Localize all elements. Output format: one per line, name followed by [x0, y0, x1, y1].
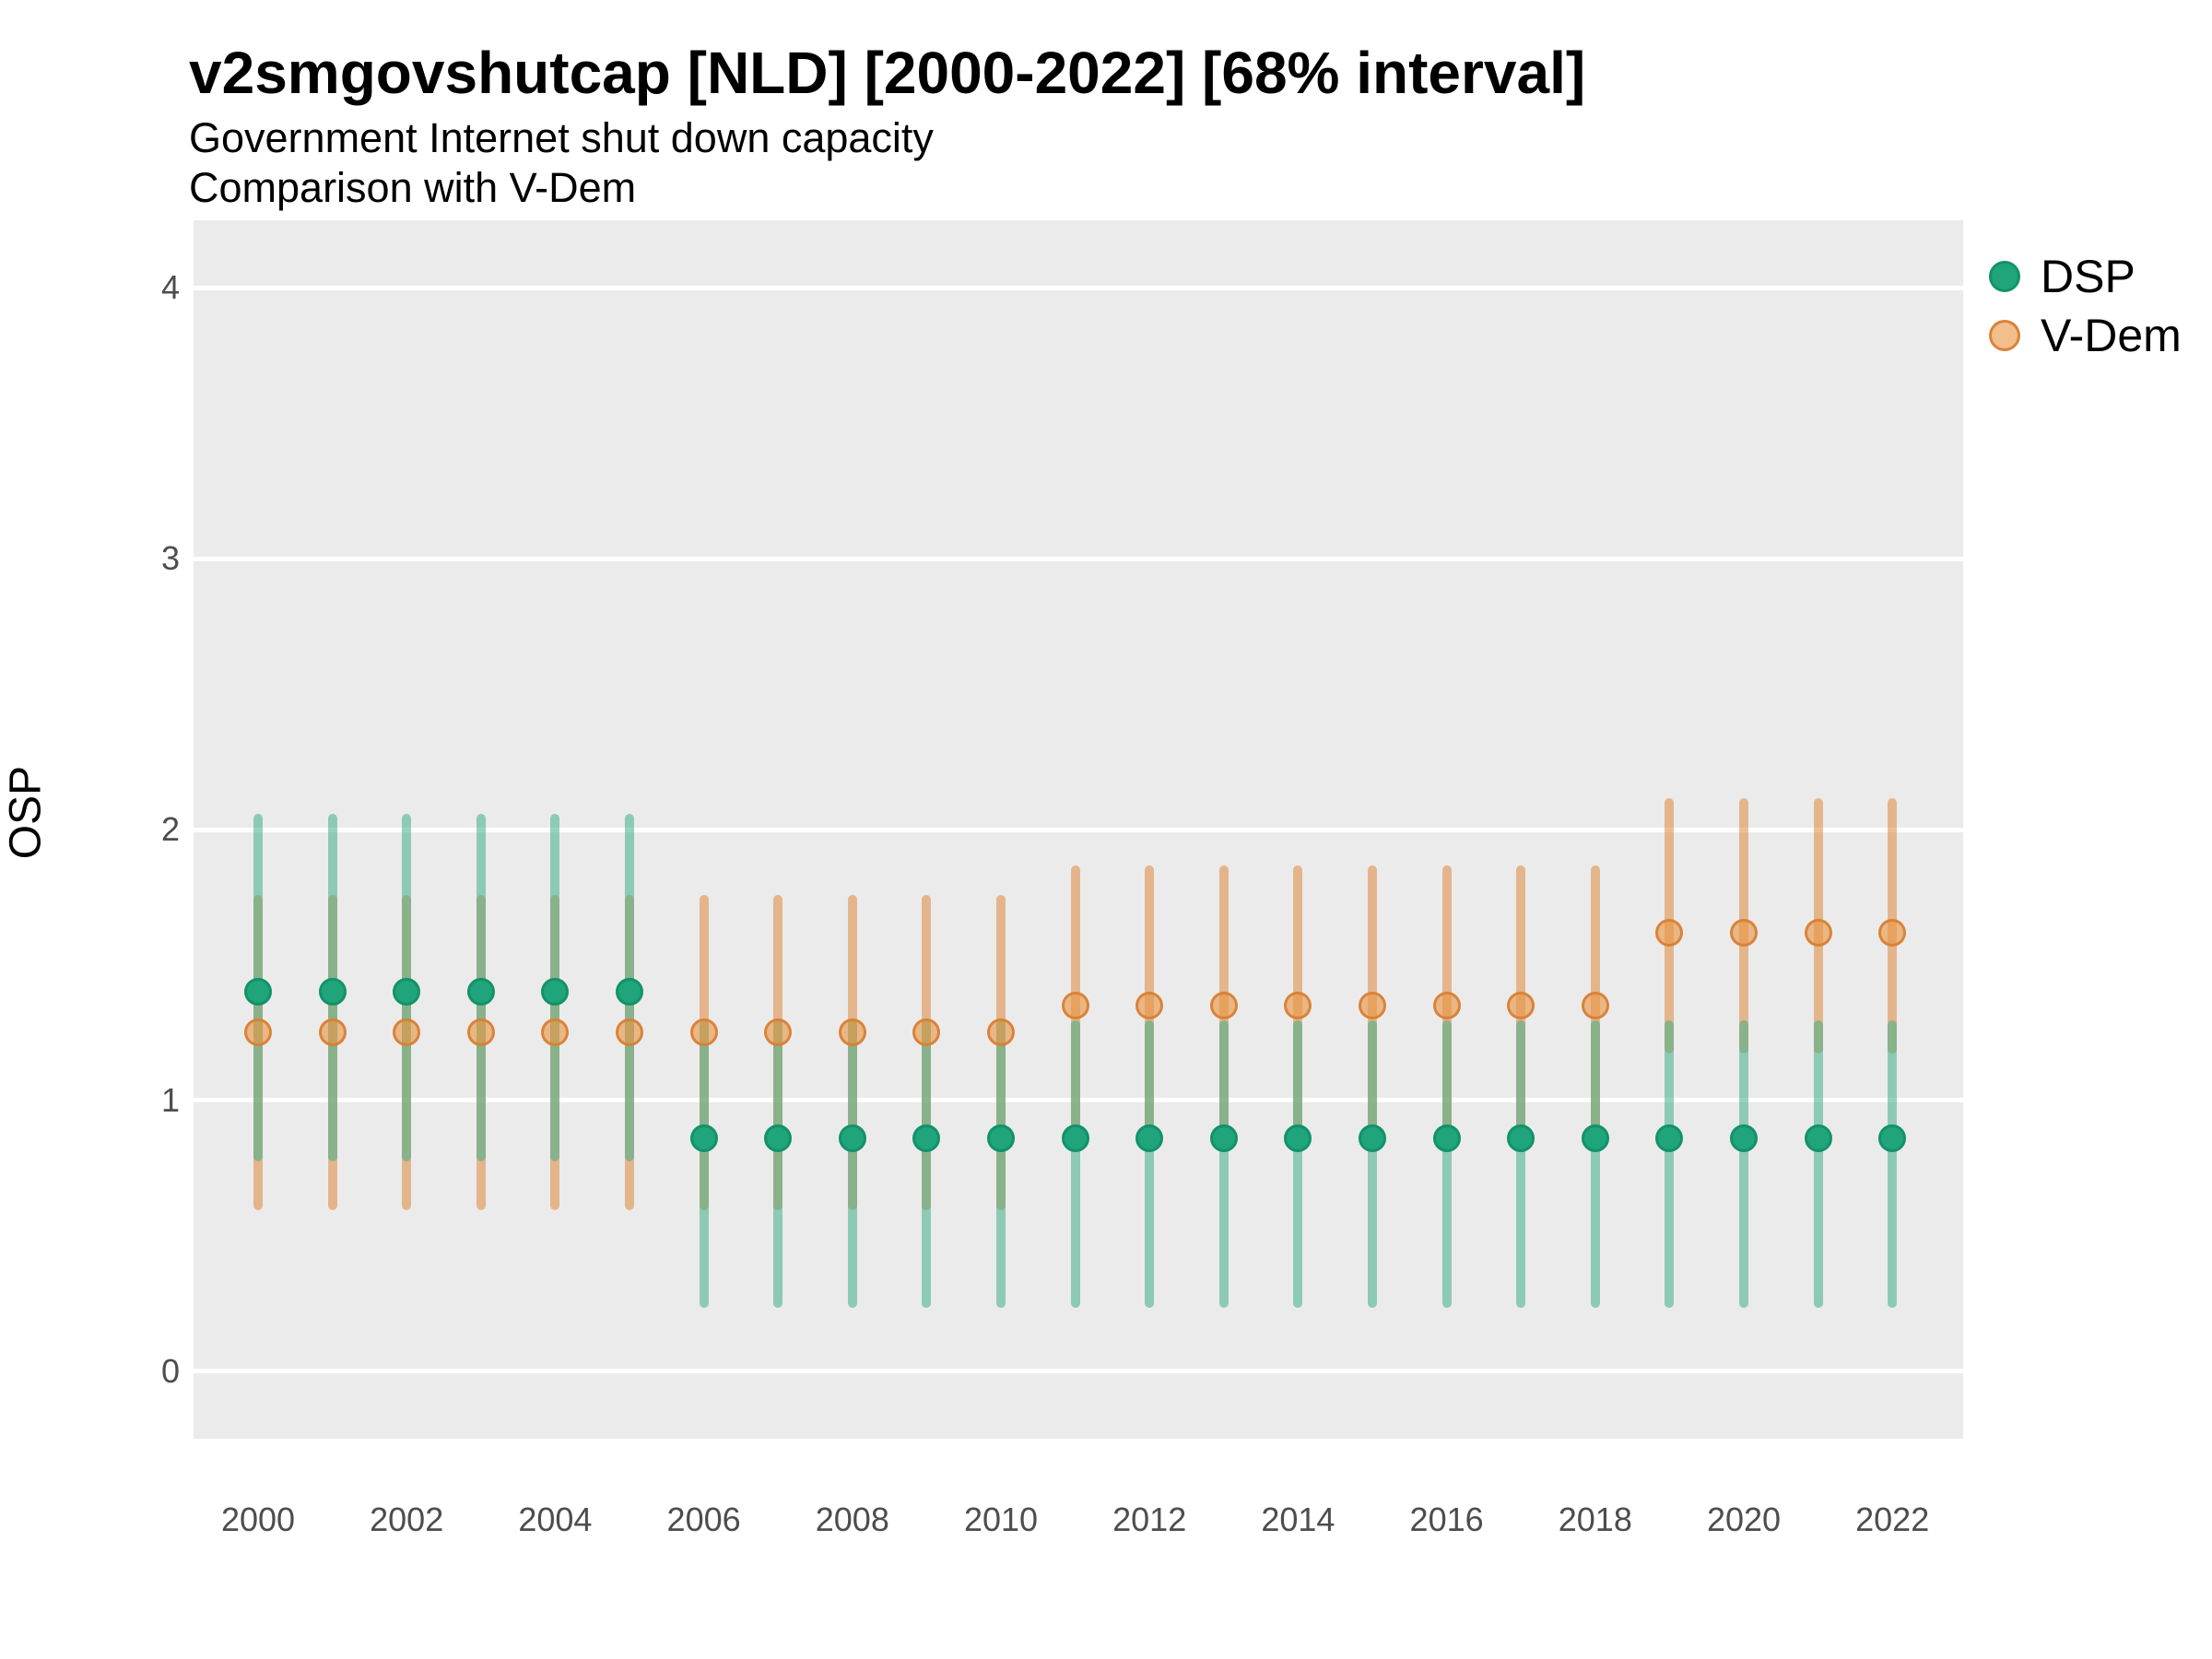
x-tick-label: 2004 [518, 1500, 593, 1538]
vdem-point [1284, 991, 1312, 1019]
y-gridline [194, 827, 1963, 832]
x-tick-label: 2014 [1261, 1500, 1335, 1538]
legend-label-vdem: V-Dem [2041, 310, 2182, 361]
dsp-interval-bar [1293, 1019, 1303, 1309]
vdem-point [912, 1018, 941, 1047]
chart-title: v2smgovshutcap [NLD] [2000-2022] [68% in… [189, 40, 1586, 106]
dsp-point [1209, 1124, 1238, 1152]
vdem-point [318, 1018, 347, 1047]
plot-panel [194, 220, 1963, 1439]
dsp-interval-bar [1516, 1019, 1526, 1309]
x-tick-label: 2000 [220, 1500, 296, 1538]
dsp-point [616, 978, 643, 1006]
dsp-point [912, 1124, 941, 1152]
vdem-point [764, 1018, 793, 1047]
dsp-interval-bar [773, 1019, 783, 1309]
dsp-point [1135, 1124, 1164, 1152]
dsp-point [466, 978, 495, 1006]
dsp-interval-bar [1888, 1019, 1898, 1309]
legend-label-dsp: DSP [2041, 251, 2136, 302]
vdem-point [1878, 918, 1907, 947]
vdem-point [393, 1018, 421, 1047]
y-axis-label: OSP [1, 765, 51, 860]
vdem-point [244, 1018, 272, 1047]
dsp-interval-bar [1368, 1019, 1377, 1309]
vdem-point-swatch-icon [1989, 320, 2020, 351]
dsp-point [1507, 1124, 1535, 1152]
legend: DSP V-Dem [1989, 247, 2182, 365]
dsp-point [838, 1124, 866, 1152]
dsp-point-swatch-icon [1989, 261, 2020, 292]
vdem-point [466, 1018, 495, 1047]
dsp-interval-bar [1070, 1019, 1080, 1309]
dsp-point [1804, 1124, 1832, 1152]
dsp-point [1581, 1124, 1609, 1152]
x-tick-label: 2012 [1112, 1500, 1187, 1538]
vdem-point [1730, 918, 1758, 947]
y-tick-label: 0 [160, 1351, 180, 1390]
y-tick-label: 1 [160, 1080, 180, 1119]
dsp-point [764, 1124, 793, 1152]
vdem-point [1135, 991, 1164, 1019]
dsp-point [244, 978, 272, 1006]
dsp-interval-bar [1145, 1019, 1155, 1309]
vdem-point [1061, 991, 1089, 1019]
dsp-point [541, 978, 570, 1006]
dsp-interval-bar [1813, 1019, 1823, 1309]
dsp-interval-bar [1739, 1019, 1748, 1309]
dsp-interval-bar [922, 1019, 932, 1309]
vdem-point [541, 1018, 570, 1047]
x-tick-label: 2002 [370, 1500, 444, 1538]
dsp-point [1655, 1124, 1684, 1152]
y-gridline [194, 556, 1963, 561]
dsp-point [987, 1124, 1015, 1152]
vdem-point [987, 1018, 1015, 1047]
vdem-point [838, 1018, 866, 1047]
dsp-interval-bar [996, 1019, 1006, 1309]
vdem-point [1359, 991, 1386, 1019]
y-tick-label: 3 [160, 539, 180, 578]
y-tick-label: 4 [160, 268, 180, 307]
vdem-point [1804, 918, 1832, 947]
y-gridline [194, 1369, 1963, 1374]
dsp-interval-bar [699, 1019, 709, 1309]
legend-item-dsp: DSP [1989, 247, 2182, 306]
dsp-point [1061, 1124, 1089, 1152]
x-tick-label: 2016 [1409, 1500, 1484, 1538]
x-tick-label: 2010 [963, 1500, 1039, 1538]
dsp-interval-bar [1218, 1019, 1229, 1309]
x-tick-label: 2020 [1706, 1500, 1782, 1538]
dsp-interval-bar [847, 1019, 857, 1309]
dsp-point [393, 978, 421, 1006]
vdem-point [1581, 991, 1609, 1019]
dsp-point [1878, 1124, 1907, 1152]
dsp-point [318, 978, 347, 1006]
y-tick-label: 2 [160, 810, 180, 848]
x-tick-label: 2008 [815, 1500, 889, 1538]
dsp-interval-bar [1590, 1019, 1600, 1309]
vdem-point [1209, 991, 1238, 1019]
dsp-interval-bar [1441, 1019, 1452, 1309]
chart-subtitle-line2: Comparison with V-Dem [189, 164, 637, 211]
dsp-point [1284, 1124, 1312, 1152]
dsp-point [689, 1124, 718, 1152]
vdem-point [1432, 991, 1461, 1019]
dsp-point [1730, 1124, 1758, 1152]
y-gridline [194, 285, 1963, 290]
chart-subtitle-line1: Government Internet shut down capacity [189, 114, 934, 161]
vdem-point [1655, 918, 1684, 947]
dsp-interval-bar [1665, 1019, 1675, 1309]
dsp-point [1432, 1124, 1461, 1152]
legend-item-vdem: V-Dem [1989, 306, 2182, 365]
x-tick-label: 2018 [1558, 1500, 1632, 1538]
x-tick-label: 2022 [1855, 1500, 1930, 1538]
x-tick-label: 2006 [666, 1500, 741, 1538]
vdem-point [616, 1018, 643, 1047]
vdem-point [689, 1018, 718, 1047]
vdem-point [1507, 991, 1535, 1019]
dsp-point [1359, 1124, 1386, 1152]
